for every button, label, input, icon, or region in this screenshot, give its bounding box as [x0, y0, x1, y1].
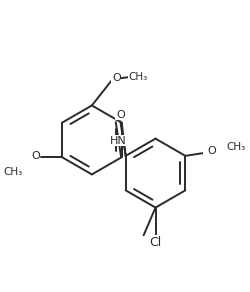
Text: O: O	[112, 73, 121, 83]
Text: CH₃: CH₃	[3, 167, 22, 178]
Text: CH₃: CH₃	[129, 72, 148, 82]
Text: O: O	[116, 110, 125, 120]
Text: O: O	[31, 151, 40, 161]
Text: Cl: Cl	[150, 236, 162, 248]
Text: CH₃: CH₃	[226, 142, 245, 152]
Text: O: O	[208, 146, 216, 156]
Text: HN: HN	[110, 136, 126, 146]
